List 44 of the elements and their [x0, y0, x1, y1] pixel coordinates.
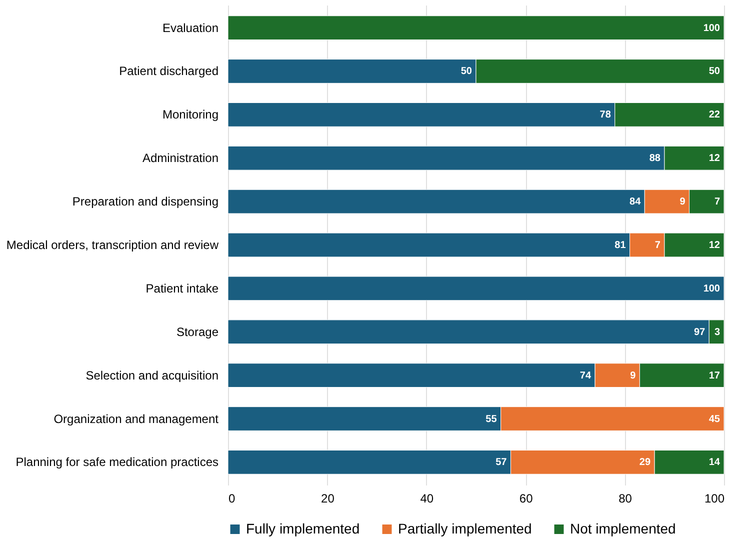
x-tick-label: 60 [519, 492, 534, 506]
x-tick-label: 100 [704, 492, 725, 506]
y-tick-label: Medical orders, transcription and review [6, 238, 219, 252]
data-label: 12 [708, 240, 720, 251]
data-label: 14 [708, 457, 720, 468]
data-label: 100 [703, 22, 720, 34]
data-label: 12 [708, 153, 720, 164]
x-tick-label: 0 [228, 492, 236, 506]
y-tick-label: Organization and management [54, 412, 220, 426]
y-tick-label: Planning for safe medication practices [16, 455, 218, 470]
y-tick-label: Monitoring [162, 108, 218, 122]
legend-label: Fully implemented [246, 520, 360, 536]
x-tick-label: 80 [618, 492, 632, 506]
data-label: 81 [614, 240, 626, 251]
y-tick-label: Patient intake [146, 281, 219, 296]
data-label: 57 [496, 457, 508, 468]
y-tick-label: Storage [176, 324, 219, 339]
data-label: 29 [639, 457, 651, 468]
x-tick-label: 20 [321, 492, 335, 506]
y-tick-label: Selection and acquisition [86, 368, 218, 382]
y-tick-label: Evaluation [162, 20, 218, 35]
data-label: 9 [680, 196, 686, 208]
y-tick-label: Patient discharged [119, 64, 218, 78]
y-tick-label: Administration [142, 151, 218, 166]
legend-label: Partially implemented [398, 520, 532, 536]
data-label: 84 [630, 196, 642, 208]
y-tick-label: Preparation and dispensing [72, 194, 218, 209]
data-label: 50 [708, 66, 720, 78]
data-label: 17 [708, 370, 720, 382]
data-label: 3 [714, 326, 720, 338]
data-label: 88 [649, 153, 661, 164]
data-label: 55 [486, 414, 498, 425]
data-label: 9 [630, 370, 636, 382]
data-label: 50 [460, 66, 472, 78]
data-label: 97 [694, 326, 706, 338]
data-label: 7 [654, 240, 661, 251]
data-label: 74 [580, 370, 592, 382]
data-label: 7 [714, 196, 720, 208]
data-label: 22 [708, 110, 720, 121]
legend-label: Not implemented [570, 520, 676, 536]
data-label: 45 [708, 414, 720, 425]
data-label: 78 [600, 110, 612, 121]
x-tick-label: 40 [420, 492, 434, 506]
data-label: 100 [703, 283, 720, 294]
